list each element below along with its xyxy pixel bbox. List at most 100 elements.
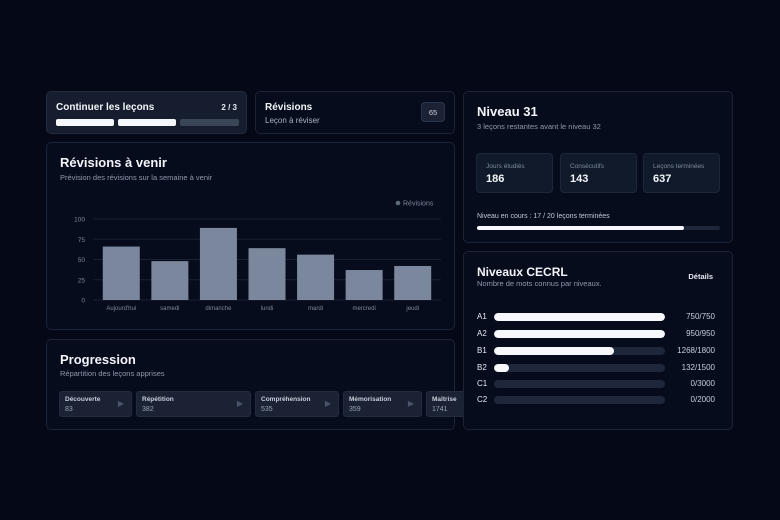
play-icon: ▶: [117, 399, 124, 408]
revisions-count-badge: 65: [421, 102, 445, 122]
continue-lessons-title: Continuer les leçons: [56, 102, 155, 113]
chart-bar: [345, 270, 383, 300]
progression-subtitle: Répartition des leçons apprises: [60, 369, 165, 378]
stat-value: 186: [486, 173, 505, 185]
continue-lessons-card[interactable]: Continuer les leçons 2 / 3: [46, 91, 247, 134]
cecrl-level-bar: [494, 364, 665, 372]
cecrl-level-code: A1: [477, 312, 487, 321]
chart-bar: [151, 261, 189, 300]
upcoming-revisions-subtitle: Prévision des révisions sur la semaine à…: [60, 173, 213, 182]
cecrl-level-code: C2: [477, 395, 488, 404]
cecrl-level-value: 1268/1800: [677, 346, 715, 355]
details-button[interactable]: Détails: [688, 272, 713, 281]
y-tick-label: 0: [81, 298, 85, 305]
stat-value: 143: [570, 173, 589, 185]
stat-label: Leçons terminées: [653, 163, 705, 170]
play-icon: ▶: [236, 399, 243, 408]
y-tick-label: 50: [78, 257, 86, 264]
cecrl-level-bar: [494, 330, 665, 338]
progression-item-value: 382: [142, 406, 154, 413]
legend-dot: [395, 200, 401, 206]
cecrl-levels-card: Niveaux CECRL Nombre de mots connus par …: [463, 251, 733, 430]
cecrl-level-value: 132/1500: [681, 363, 715, 372]
cecrl-level-row: C1 0/3000: [477, 379, 721, 389]
cecrl-level-value: 750/750: [686, 312, 715, 321]
stat-label: Consécutifs: [570, 163, 604, 170]
cecrl-level-bar: [494, 380, 665, 388]
level-progress-bar: [477, 226, 720, 230]
cecrl-level-row: A2 950/950: [477, 329, 721, 339]
x-tick-label: Aujourd'hui: [106, 306, 136, 312]
play-icon: ▶: [407, 399, 414, 408]
level-progress-fill: [477, 226, 684, 230]
cecrl-level-fill: [494, 364, 510, 372]
x-tick-label: dimanche: [205, 306, 232, 312]
lesson-progress-segment: [56, 119, 114, 126]
progression-item-comprehension[interactable]: Compréhension 535 ▶: [255, 391, 339, 417]
stat-value: 637: [653, 173, 672, 185]
revisions-title: Révisions: [265, 102, 313, 113]
progression-item-value: 535: [261, 406, 273, 413]
level-title: Niveau 31: [477, 104, 538, 119]
progression-item-label: Répétition: [142, 396, 174, 403]
x-tick-label: mardi: [308, 306, 323, 312]
cecrl-level-code: B2: [477, 363, 487, 372]
upcoming-revisions-card: Révisions à venir Prévision des révision…: [46, 142, 455, 330]
progression-title: Progression: [60, 352, 136, 367]
cecrl-level-fill: [494, 330, 665, 338]
x-tick-label: mercredi: [352, 306, 375, 312]
cecrl-level-bar: [494, 347, 665, 355]
cecrl-level-fill: [494, 347, 615, 355]
revisions-card[interactable]: Révisions Leçon à réviser 65: [255, 91, 455, 134]
x-tick-label: jeudi: [405, 306, 419, 312]
stat-lessons-completed: Leçons terminées 637: [643, 153, 720, 193]
stat-streak: Consécutifs 143: [560, 153, 637, 193]
progression-item-value: 1741: [432, 406, 448, 413]
x-tick-label: samedi: [160, 306, 179, 312]
progression-item-value: 359: [349, 406, 361, 413]
cecrl-subtitle: Nombre de mots connus par niveaux.: [477, 279, 602, 288]
lesson-progress-segment: [118, 119, 176, 126]
progression-item-label: Compréhension: [261, 396, 311, 403]
cecrl-level-code: C1: [477, 379, 488, 388]
y-tick-label: 25: [78, 277, 86, 284]
stat-days-studied: Jours étudiés 186: [476, 153, 553, 193]
chart-bar: [199, 227, 237, 300]
progression-item-decouverte[interactable]: Découverte 83 ▶: [59, 391, 132, 417]
cecrl-level-bar: [494, 396, 665, 404]
stat-label: Jours étudiés: [486, 163, 525, 170]
progression-item-value: 83: [65, 406, 73, 413]
progression-item-label: Maîtrise: [432, 396, 457, 403]
cecrl-level-fill: [494, 313, 665, 321]
progression-item-repetition[interactable]: Répétition 382 ▶: [136, 391, 251, 417]
y-tick-label: 75: [78, 237, 86, 244]
lesson-progress-segment: [180, 119, 239, 126]
revisions-subtitle: Leçon à réviser: [265, 116, 320, 125]
progression-card: Progression Répartition des leçons appri…: [46, 339, 489, 430]
play-icon: ▶: [324, 399, 331, 408]
y-tick-label: 100: [74, 217, 85, 224]
cecrl-level-value: 950/950: [686, 329, 715, 338]
cecrl-level-value: 0/2000: [690, 395, 715, 404]
progression-item-memorisation[interactable]: Mémorisation 359 ▶: [343, 391, 422, 417]
cecrl-level-row: B2 132/1500: [477, 363, 721, 373]
cecrl-level-row: B1 1268/1800: [477, 346, 721, 356]
x-tick-label: lundi: [261, 306, 274, 312]
cecrl-level-row: A1 750/750: [477, 312, 721, 322]
cecrl-level-code: A2: [477, 329, 487, 338]
upcoming-revisions-title: Révisions à venir: [60, 155, 167, 170]
cecrl-level-bar: [494, 313, 665, 321]
continue-lessons-count: 2 / 3: [221, 103, 237, 112]
cecrl-level-value: 0/3000: [690, 379, 715, 388]
chart-bar: [297, 254, 335, 300]
legend-label: Révisions: [403, 201, 434, 208]
progression-item-label: Découverte: [65, 396, 101, 403]
level-progress-label: Niveau en cours : 17 / 20 leçons terminé…: [477, 213, 610, 220]
chart-bar: [102, 246, 140, 300]
cecrl-level-code: B1: [477, 346, 487, 355]
level-subtitle: 3 leçons restantes avant le niveau 32: [477, 122, 601, 131]
chart-bar: [394, 265, 432, 300]
cecrl-level-row: C2 0/2000: [477, 395, 721, 405]
progression-item-label: Mémorisation: [349, 396, 392, 403]
revisions-bar-chart: 100 75 50 25 0 Révisions Aujourd'hui samedi dima…: [74, 200, 441, 312]
